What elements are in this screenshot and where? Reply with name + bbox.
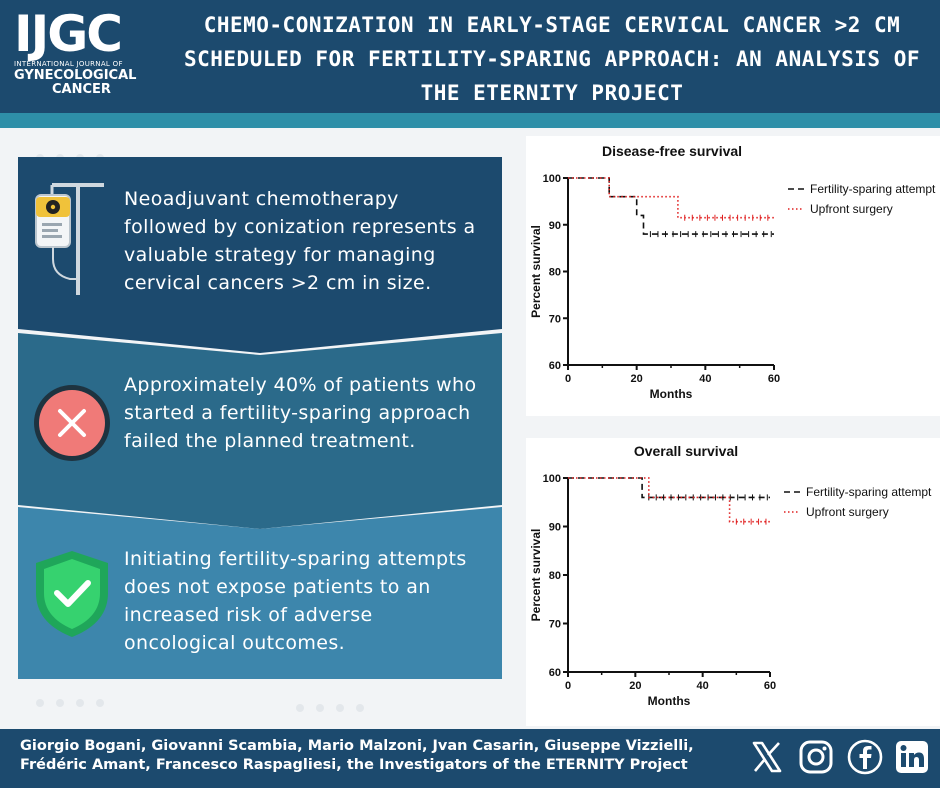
logo-wordmark: IJGC (14, 5, 123, 63)
panel-3-text: Initiating fertility-sparing attempts do… (124, 548, 467, 654)
series-line-fertility-sparing (568, 177, 774, 235)
disease-free-survival-chart: Disease-free survival 60 70 80 90 100 0 20 40 60… (526, 136, 940, 416)
y-tick-label: 90 (549, 522, 561, 534)
legend-label-upfront-surgery: Upfront surgery (806, 505, 889, 519)
authors: Giorgio Bogani, Giovanni Scambia, Mario … (20, 737, 750, 775)
header-stripe (0, 113, 940, 128)
y-tick-label: 70 (549, 619, 561, 631)
footer-bar (0, 729, 940, 788)
x-tick-label: 40 (697, 680, 709, 692)
header-bar (0, 0, 940, 113)
title-line-2: SCHEDULED FOR FERTILITY-SPARING APPROACH… (183, 47, 920, 71)
x-tick-label: 0 (565, 680, 571, 692)
y-axis-label: Percent survival (529, 225, 543, 318)
y-tick-label: 90 (549, 220, 561, 232)
facebook-icon[interactable] (846, 738, 884, 776)
red-x-circle-icon (34, 385, 110, 461)
y-tick-label: 60 (549, 667, 561, 679)
authors-line-1: Giorgio Bogani, Giovanni Scambia, Mario … (20, 738, 694, 754)
panel-3-background (18, 507, 502, 679)
key-point-panel-3: Initiating fertility-sparing attempts do… (18, 507, 502, 679)
title-line-1: CHEMO-CONIZATION IN EARLY-STAGE CERVICAL… (203, 13, 901, 37)
y-tick-label: 70 (549, 313, 561, 325)
iv-bag-radiation-icon (35, 183, 104, 295)
series-line-upfront-surgery (568, 477, 770, 523)
chart-1-title: Disease-free survival (602, 143, 742, 159)
legend-label-fertility-sparing: Fertility-sparing attempt (810, 182, 936, 196)
x-tick-label: 20 (631, 373, 643, 385)
instagram-icon[interactable] (797, 738, 835, 776)
overall-survival-chart: Overall survival 60 70 80 90 100 0 20 40 60 Month… (526, 438, 940, 726)
panel-2-background (18, 333, 502, 529)
series-line-fertility-sparing (568, 477, 770, 499)
y-tick-label: 60 (549, 360, 561, 372)
key-point-panel-1: Neoadjuvant chemotherapy followed by con… (18, 157, 502, 353)
x-tick-label: 40 (699, 373, 711, 385)
y-tick-label: 80 (549, 267, 561, 279)
x-tick-label: 60 (764, 680, 776, 692)
series-line-upfront-surgery (568, 177, 774, 219)
x-tick-label: 20 (629, 680, 641, 692)
green-check-shield-icon (36, 551, 108, 637)
logo-line-1: INTERNATIONAL JOURNAL OF (14, 60, 123, 68)
chart-2-title: Overall survival (634, 443, 738, 459)
y-axis-label: Percent survival (529, 529, 543, 622)
key-point-panel-2: Approximately 40% of patients who starte… (18, 333, 502, 529)
panel-2-text: Approximately 40% of patients who starte… (124, 374, 477, 452)
legend-label-upfront-surgery: Upfront surgery (810, 202, 893, 216)
x-icon[interactable] (748, 738, 786, 776)
legend-label-fertility-sparing: Fertility-sparing attempt (806, 485, 932, 499)
title-line-3: THE ETERNITY PROJECT (420, 81, 684, 105)
page-title: CHEMO-CONIZATION IN EARLY-STAGE CERVICAL… (172, 8, 932, 110)
logo-line-3: CANCER (52, 82, 111, 97)
x-axis-label: Months (650, 387, 693, 401)
y-tick-label: 100 (543, 473, 561, 485)
authors-line-2: Frédéric Amant, Francesco Raspagliesi, t… (20, 757, 688, 773)
linkedin-icon[interactable] (893, 738, 931, 776)
panel-1-text: Neoadjuvant chemotherapy followed by con… (124, 188, 476, 294)
x-tick-label: 0 (565, 373, 571, 385)
journal-logo: IJGC INTERNATIONAL JOURNAL OF GYNECOLOGI… (14, 8, 154, 108)
panel-1-background (18, 157, 502, 353)
x-axis-label: Months (648, 694, 691, 708)
y-tick-label: 80 (549, 570, 561, 582)
y-tick-label: 100 (543, 173, 561, 185)
logo-line-2: GYNECOLOGICAL (14, 68, 137, 83)
x-tick-label: 60 (768, 373, 780, 385)
